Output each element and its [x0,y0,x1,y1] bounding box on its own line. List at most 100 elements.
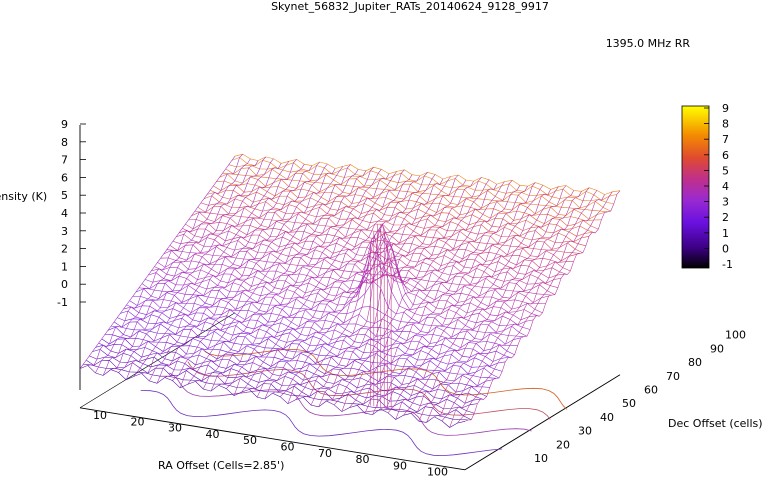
base-contour [204,348,568,410]
mesh-line [249,169,405,390]
y-tick-label: 20 [556,438,570,451]
mesh-line [129,300,515,355]
base-contour [187,361,551,420]
mesh-line [341,184,498,412]
z-tick-label: 0 [61,278,68,291]
mesh-line [403,186,559,416]
axes-box [79,125,621,471]
mesh-line [219,173,605,220]
x-tick-label: 80 [356,453,370,466]
mesh-line [179,168,336,388]
mesh-line [357,180,513,406]
mesh-line [233,173,390,396]
x-axis: 10 20 30 40 50 60 70 80 90 100 [93,409,448,479]
mesh-line [133,161,290,377]
colorbar-tick-label: 8 [722,118,729,131]
mesh-line [272,172,428,394]
z-tick-label: 6 [61,171,68,184]
mesh-line [457,191,613,424]
mesh-line [226,169,382,389]
mesh-line [87,154,243,366]
mesh-line [156,165,313,384]
z-tick-label: 1 [61,260,68,273]
x-tick-label: 10 [93,409,107,422]
z-tick-label: 4 [61,207,68,220]
mesh-line [118,158,274,373]
z-axis: 9 8 7 6 5 4 3 2 1 0 -1 [57,118,86,309]
back-axis-line [79,312,236,409]
base-projection [140,348,568,457]
y-tick-label: 80 [688,356,702,369]
x-tick-label: 90 [393,459,407,472]
colorbar-tick-label: -1 [722,258,733,271]
surface-mesh [79,153,621,428]
mesh-line [364,185,521,414]
mesh-line [213,185,599,230]
mesh-line [125,163,282,380]
mesh-line [426,191,582,423]
mesh-line [110,156,267,370]
mesh-line [202,169,359,390]
x-tick-label: 50 [243,434,257,447]
mesh-line [349,181,505,408]
mesh-line [418,190,575,422]
mesh-line [101,338,487,397]
base-contour [169,372,532,436]
z-tick-label: 3 [61,225,68,238]
colorbar: 9 8 7 6 5 4 3 2 1 0 -1 [681,102,733,271]
mesh-line [79,156,236,369]
mesh-line [256,174,413,398]
mesh-line [89,355,475,414]
y-axis-label: Dec Offset (cells) [668,417,763,430]
mesh-line [141,280,528,337]
colorbar-tick-label: 1 [722,227,729,240]
mesh-line [279,174,436,397]
colorbar-tick-label: 3 [722,196,729,209]
colorbar-tick-label: 9 [722,102,729,115]
y-tick-label: 70 [666,370,680,383]
mesh-line [83,364,469,421]
base-contour [140,390,503,457]
chart-title: Skynet_56832_Jupiter_RATs_20140624_9128_… [271,0,549,13]
mesh-line [172,163,328,381]
mesh-line [210,170,367,392]
colorbar-tick-label: 0 [722,242,729,255]
mesh-line [231,157,617,201]
legend: 1395.0 MHz RR [606,37,740,50]
x-tick-label: 70 [318,447,332,460]
x-tick-label: 100 [427,466,448,479]
colorbar-gradient [681,105,710,269]
y-tick-label: 50 [622,397,636,410]
z-tick-label: 7 [61,154,68,167]
mesh-line [141,159,297,374]
z-tick-label: 9 [61,118,68,131]
mesh-line [95,158,251,374]
mesh-line [164,161,320,378]
mesh-line [380,182,536,410]
mesh-line [218,167,374,386]
colorbar-tick-label: 6 [722,149,729,162]
mesh-line [157,258,543,314]
mesh-line [149,164,305,382]
y-tick-label: 40 [600,411,614,424]
mesh-line [372,186,528,415]
mesh-line [98,342,484,400]
z-axis-label: Intensity (K) [0,190,47,203]
mesh-line [395,189,551,420]
legend-label: 1395.0 MHz RR [606,37,691,50]
colorbar-tick-label: 4 [722,180,729,193]
y-tick-label: 90 [710,342,724,355]
mesh-line [434,187,590,418]
x-axis-line [79,407,466,471]
x-tick-label: 20 [131,415,145,428]
x-tick-label: 40 [206,428,220,441]
mesh-line [449,194,605,428]
y-tick-label: 10 [534,452,548,465]
mesh-line [287,178,444,404]
mesh-line [234,153,621,195]
colorbar-tick-label: 7 [722,133,729,146]
mesh-line [441,190,598,422]
colorbar-tick-label: 2 [722,211,729,224]
